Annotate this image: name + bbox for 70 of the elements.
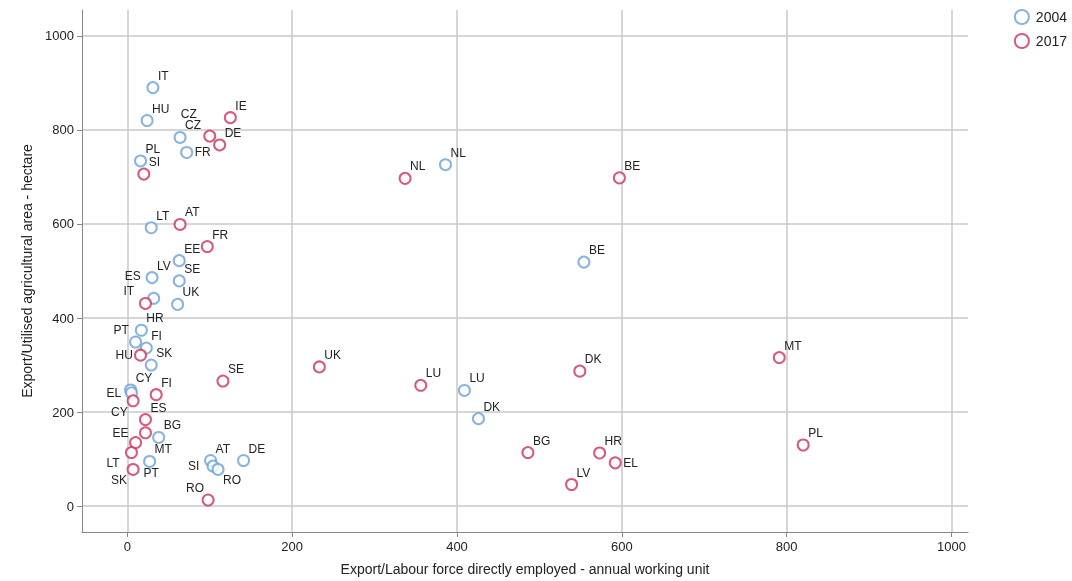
- annotation: SI: [188, 459, 200, 474]
- annotation: CY: [135, 370, 153, 385]
- annotation: LU: [469, 371, 485, 386]
- x-tick-label: 200: [281, 539, 304, 554]
- annotation: CY: [111, 404, 128, 419]
- annotation: NL: [410, 159, 426, 174]
- y-tick-label: 400: [52, 310, 74, 326]
- x-axis-title: Export/Labour force directly employed - annual working unit: [340, 561, 710, 577]
- annotation: EL: [623, 455, 639, 470]
- annotation: LV: [576, 465, 591, 480]
- annotation: DK: [483, 399, 501, 414]
- annotation: PL: [808, 426, 824, 440]
- annotation: AT: [185, 205, 201, 220]
- annotation: DE: [224, 125, 242, 140]
- annotation: HR: [604, 433, 623, 448]
- annotation: RO: [186, 481, 205, 496]
- legend-label: 2017: [1035, 33, 1068, 49]
- annotation: IT: [123, 284, 135, 299]
- annotation: FR: [194, 145, 211, 160]
- annotation: SK: [111, 473, 128, 488]
- x-tick-label: 400: [446, 539, 468, 554]
- annotation: HR: [146, 311, 165, 326]
- x-tick-label: 600: [610, 539, 633, 554]
- annotation: FI: [161, 375, 172, 390]
- annotation: EE: [112, 425, 129, 440]
- annotation: AT: [215, 441, 231, 456]
- annotation: BE: [588, 243, 605, 258]
- annotation: LV: [157, 258, 171, 273]
- y-tick-label: 0: [66, 498, 74, 514]
- annotation: LT: [156, 208, 171, 223]
- annotation: SE: [227, 362, 244, 377]
- y-tick-label: 800: [52, 122, 74, 138]
- x-tick-label: 800: [775, 539, 798, 554]
- annotation: FR: [212, 227, 229, 242]
- annotation: HU: [115, 348, 133, 363]
- annotation: BE: [624, 158, 641, 173]
- annotation: PT: [143, 465, 160, 480]
- annotation: ES: [124, 269, 141, 284]
- annotation: BG: [532, 433, 551, 448]
- annotation: NL: [450, 145, 467, 160]
- annotation: FI: [151, 329, 162, 344]
- legend-label: 2004: [1035, 9, 1068, 25]
- annotation: CZ: [185, 118, 202, 133]
- x-tick-label: 1000: [937, 539, 966, 554]
- y-tick-label: 600: [52, 216, 74, 232]
- annotation: DK: [584, 352, 602, 367]
- annotation: MT: [784, 338, 803, 353]
- annotation: IT: [157, 68, 170, 83]
- annotation: ES: [150, 400, 167, 415]
- annotation: PT: [113, 323, 130, 338]
- y-axis-title: Export/Utilised agricultural area - hectare: [19, 143, 35, 398]
- annotation: RO: [222, 473, 241, 488]
- annotation: LU: [425, 366, 442, 381]
- annotation: LT: [106, 455, 121, 470]
- annotation: SE: [184, 261, 201, 276]
- annotation: BG: [163, 418, 181, 433]
- annotation: HU: [152, 101, 170, 116]
- annotation: PL: [145, 141, 161, 156]
- annotation: SK: [156, 346, 173, 361]
- annotation: DE: [248, 441, 266, 456]
- y-tick-label: 1000: [45, 28, 74, 44]
- x-tick-label: 0: [123, 539, 131, 554]
- annotation: IE: [235, 98, 247, 113]
- annotation: SI: [148, 155, 161, 170]
- annotation: EL: [106, 385, 122, 400]
- annotation: MT: [154, 442, 173, 457]
- annotation: UK: [324, 347, 342, 362]
- annotation: UK: [182, 285, 200, 300]
- y-tick-label: 200: [52, 404, 74, 420]
- annotation: EE: [184, 241, 201, 256]
